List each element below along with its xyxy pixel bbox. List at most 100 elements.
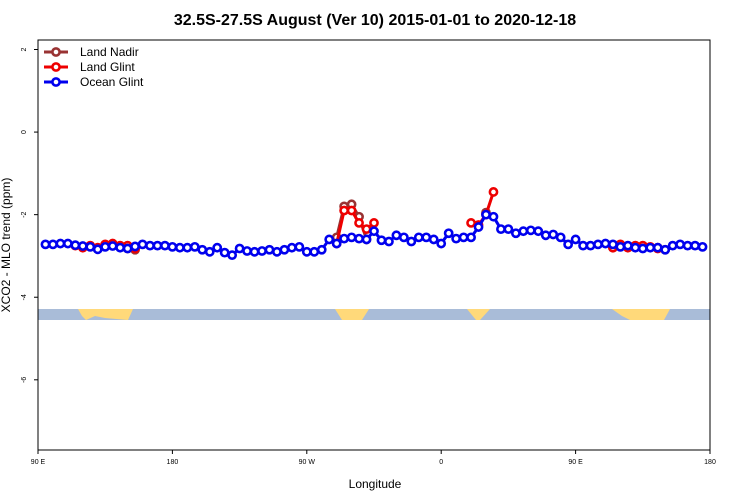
data-point <box>212 242 223 253</box>
y-tick-label: -6 <box>21 377 28 383</box>
data-point <box>48 239 58 250</box>
plot-area <box>40 187 708 261</box>
data-point <box>219 247 230 258</box>
data-point <box>167 241 178 252</box>
data-point <box>496 224 506 235</box>
data-point <box>115 242 126 253</box>
y-tick-label: -4 <box>21 294 28 300</box>
data-point <box>152 240 163 251</box>
data-point <box>204 246 215 257</box>
data-point <box>660 244 671 255</box>
data-point <box>600 238 611 249</box>
data-point <box>518 226 529 237</box>
data-point <box>697 241 708 252</box>
data-point <box>473 222 484 232</box>
data-point <box>309 246 320 257</box>
y-tick-label: 0 <box>21 130 28 134</box>
data-point <box>548 229 559 240</box>
data-point <box>398 232 409 243</box>
data-point <box>70 240 81 251</box>
data-point <box>122 243 133 254</box>
data-point <box>62 238 73 249</box>
data-point <box>85 241 96 252</box>
data-point <box>436 238 447 249</box>
land-strip <box>612 309 670 320</box>
data-point <box>130 241 140 252</box>
x-tick-label: 90 W <box>299 459 316 466</box>
data-point <box>369 226 379 237</box>
legend-marker <box>51 62 61 72</box>
data-point <box>458 232 469 243</box>
data-point <box>174 242 185 253</box>
data-point <box>384 236 394 247</box>
data-point <box>92 244 103 255</box>
legend-label: Land Glint <box>80 60 135 74</box>
data-point <box>301 246 312 257</box>
x-tick-label: 180 <box>704 459 716 466</box>
x-axis-label: Longitude <box>349 477 402 491</box>
data-point <box>145 240 155 251</box>
chart-title: 32.5S-27.5S August (Ver 10) 2015-01-01 t… <box>174 12 576 29</box>
data-point <box>421 232 432 243</box>
data-point <box>107 241 118 251</box>
data-point <box>413 232 424 243</box>
data-point <box>682 240 693 251</box>
data-point <box>525 225 536 236</box>
data-point <box>197 244 208 255</box>
data-point <box>294 241 305 252</box>
data-point <box>637 243 648 254</box>
data-point <box>354 218 364 228</box>
data-point <box>324 234 335 245</box>
data-point <box>100 241 111 252</box>
data-point <box>481 209 491 220</box>
y-tick-label: 2 <box>21 47 28 51</box>
data-point <box>585 240 596 251</box>
plot-frame <box>37 39 711 451</box>
data-point <box>503 224 514 235</box>
map-strip <box>38 309 710 320</box>
data-point <box>675 239 686 250</box>
x-tick-label: 90 E <box>568 459 583 466</box>
data-point <box>137 239 148 250</box>
data-point <box>488 187 499 197</box>
data-point <box>645 242 656 253</box>
data-point <box>189 241 200 252</box>
data-point <box>257 246 267 256</box>
data-point <box>339 205 350 216</box>
legend-marker <box>51 77 61 87</box>
data-point <box>690 240 700 251</box>
data-point <box>249 246 260 257</box>
data-point <box>540 230 551 241</box>
data-point <box>451 233 462 244</box>
ocean-strip <box>38 309 710 320</box>
data-point <box>488 211 499 222</box>
data-point <box>316 244 327 255</box>
data-point <box>272 246 282 257</box>
data-point <box>615 241 626 252</box>
data-point <box>563 239 574 250</box>
y-tick-label: -2 <box>21 211 28 217</box>
data-point <box>264 244 275 255</box>
data-point <box>279 244 290 255</box>
data-point <box>466 232 476 243</box>
land-strip <box>467 309 490 320</box>
data-point <box>286 242 297 253</box>
data-point <box>428 234 439 245</box>
data-point <box>361 224 372 235</box>
data-point <box>593 239 603 250</box>
data-point <box>234 243 245 254</box>
data-point <box>369 218 379 228</box>
data-point <box>354 233 364 244</box>
data-point <box>361 234 372 245</box>
data-point <box>40 239 51 250</box>
legend-label: Land Nadir <box>80 45 139 59</box>
legend-label: Ocean Glint <box>80 75 144 89</box>
data-point <box>182 242 193 253</box>
data-point <box>77 241 88 251</box>
x-tick-label: 180 <box>167 459 179 466</box>
data-point <box>533 226 544 237</box>
data-point <box>570 234 581 245</box>
data-point <box>652 242 663 253</box>
land-strip <box>78 309 133 320</box>
